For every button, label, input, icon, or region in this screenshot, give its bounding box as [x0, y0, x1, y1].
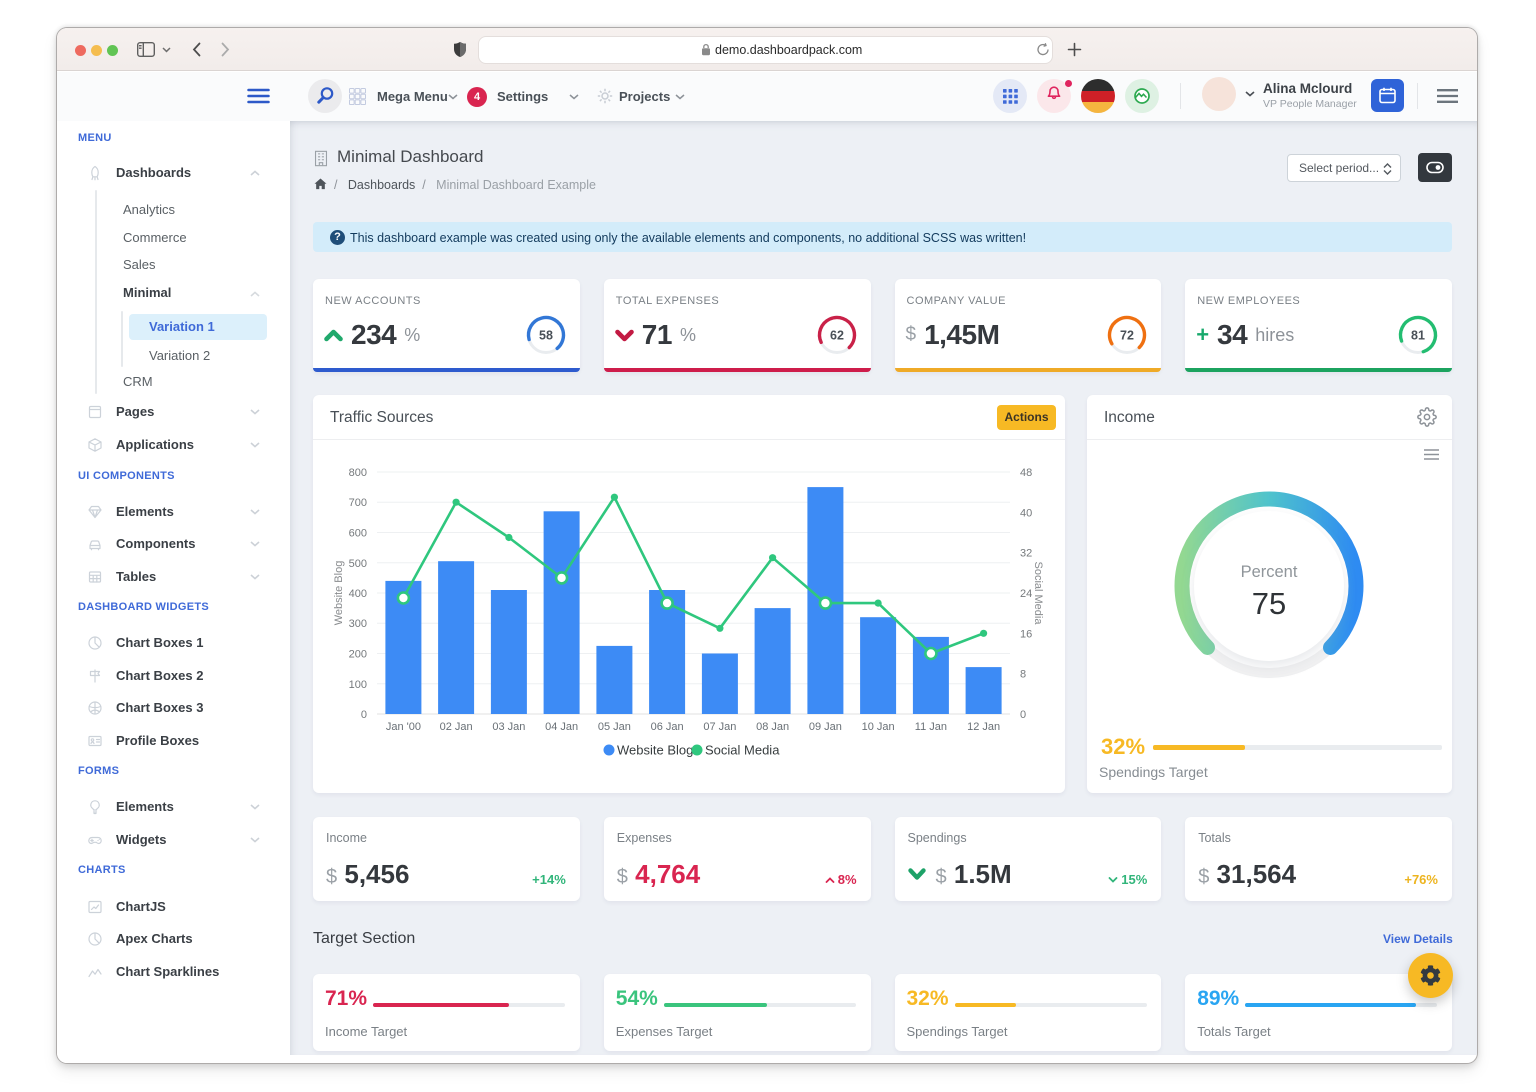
- svg-text:10 Jan: 10 Jan: [862, 721, 895, 733]
- svg-text:100: 100: [349, 679, 367, 691]
- svg-text:12 Jan: 12 Jan: [967, 721, 1000, 733]
- svg-text:Website Blog: Website Blog: [617, 743, 693, 758]
- svg-text:Jan '00: Jan '00: [386, 721, 421, 733]
- svg-text:11 Jan: 11 Jan: [915, 721, 947, 733]
- svg-text:0: 0: [1020, 709, 1026, 721]
- svg-text:200: 200: [349, 649, 367, 661]
- svg-text:Percent: Percent: [1241, 563, 1298, 581]
- svg-text:75: 75: [1252, 586, 1286, 621]
- svg-text:04 Jan: 04 Jan: [545, 721, 578, 733]
- svg-text:800: 800: [349, 467, 367, 479]
- svg-text:48: 48: [1020, 467, 1032, 479]
- svg-text:0: 0: [361, 709, 367, 721]
- svg-text:24: 24: [1020, 588, 1032, 600]
- svg-text:08 Jan: 08 Jan: [756, 721, 789, 733]
- svg-text:81: 81: [1411, 329, 1425, 343]
- svg-text:05 Jan: 05 Jan: [598, 721, 631, 733]
- svg-text:Website Blog: Website Blog: [333, 561, 345, 626]
- svg-text:09 Jan: 09 Jan: [809, 721, 842, 733]
- svg-text:300: 300: [349, 618, 367, 630]
- svg-text:16: 16: [1020, 628, 1032, 640]
- svg-text:72: 72: [1120, 329, 1134, 343]
- svg-text:07 Jan: 07 Jan: [703, 721, 736, 733]
- svg-text:03 Jan: 03 Jan: [492, 721, 525, 733]
- svg-text:06 Jan: 06 Jan: [651, 721, 684, 733]
- svg-text:Social Media: Social Media: [1032, 562, 1044, 626]
- svg-text:500: 500: [349, 558, 367, 570]
- svg-text:400: 400: [349, 588, 367, 600]
- svg-text:8: 8: [1020, 669, 1026, 681]
- svg-text:Social Media: Social Media: [705, 743, 780, 758]
- svg-text:58: 58: [539, 329, 553, 343]
- svg-text:600: 600: [349, 528, 367, 540]
- svg-text:02 Jan: 02 Jan: [440, 721, 473, 733]
- svg-text:32: 32: [1020, 548, 1032, 560]
- svg-text:700: 700: [349, 497, 367, 509]
- svg-text:40: 40: [1020, 507, 1032, 519]
- svg-text:62: 62: [830, 329, 844, 343]
